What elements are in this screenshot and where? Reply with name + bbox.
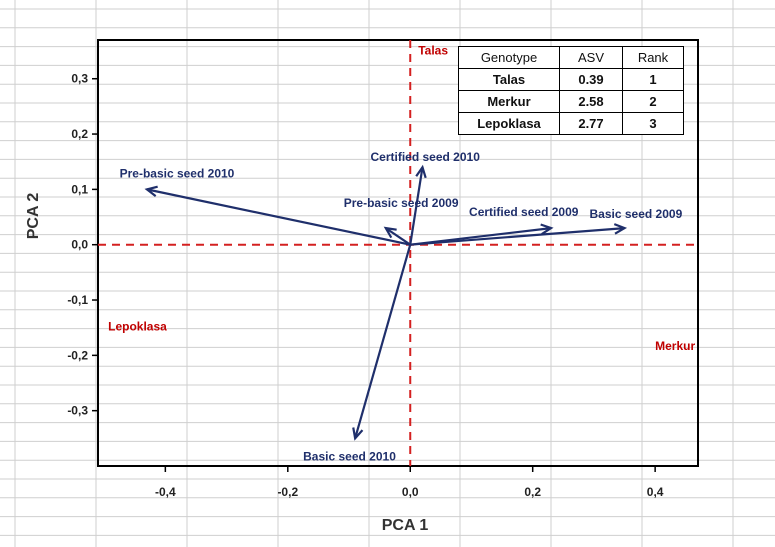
table-row: Talas 0.39 1 — [458, 68, 684, 91]
genotype-label: Talas — [418, 44, 448, 58]
x-tick-label: 0,4 — [647, 485, 664, 499]
vector-arrowhead — [352, 427, 364, 441]
vector-label: Basic seed 2009 — [590, 207, 683, 221]
vector-arrowhead — [144, 185, 158, 197]
x-tick-label: 0,0 — [402, 485, 419, 499]
plot-frame — [97, 39, 699, 467]
y-tick-label: -0,2 — [67, 348, 88, 362]
genotype-label: Lepoklasa — [108, 319, 167, 333]
vector-line — [385, 227, 411, 246]
header-genotype: Genotype — [458, 46, 560, 69]
cell-asv: 0.39 — [559, 68, 623, 91]
header-asv: ASV — [559, 46, 623, 69]
cell-asv: 2.58 — [559, 90, 623, 113]
vector-label: Pre-basic seed 2010 — [120, 166, 235, 180]
y-tick-label: -0,1 — [67, 293, 88, 307]
vector-label: Basic seed 2010 — [303, 449, 396, 463]
x-tick-label: -0,4 — [155, 485, 176, 499]
cell-asv: 2.77 — [559, 112, 623, 135]
vector-label: Pre-basic seed 2009 — [344, 196, 459, 210]
vector-line — [354, 244, 412, 439]
genotype-label: Merkur — [655, 339, 695, 353]
vector-line — [409, 167, 424, 245]
vector-label: Certified seed 2010 — [370, 150, 480, 164]
reference-lines — [98, 40, 698, 466]
y-axis-title: PCA 2 — [25, 193, 42, 240]
table-row: Merkur 2.58 2 — [458, 90, 684, 113]
y-tick-label: 0,1 — [71, 182, 88, 196]
x-tick-label: 0,2 — [524, 485, 541, 499]
cell-rank: 2 — [622, 90, 684, 113]
cell-rank: 1 — [622, 68, 684, 91]
x-axis-title: PCA 1 — [382, 517, 429, 534]
vector-arrowhead — [540, 223, 554, 235]
vector-arrowhead — [415, 164, 427, 179]
cell-rank: 3 — [622, 112, 684, 135]
header-rank: Rank — [622, 46, 684, 69]
vector-line — [410, 227, 625, 246]
vector-arrows: Pre-basic seed 2010 Pre-basic seed 2009 Ce… — [120, 150, 683, 463]
y-tick-label: 0,0 — [71, 238, 88, 252]
y-tick-label: 0,2 — [71, 127, 88, 141]
cell-genotype: Talas — [458, 68, 560, 91]
vector-label: Certified seed 2009 — [469, 205, 579, 219]
vector-line — [146, 188, 411, 246]
vector-arrowhead — [383, 226, 397, 239]
axis-ticks: -0,4 -0,2 0,0 0,2 0,4 0,3 0,2 0,1 0,0 -0,1 -0,2 -0,… — [67, 72, 663, 499]
x-tick-label: -0,2 — [277, 485, 298, 499]
y-tick-label: 0,3 — [71, 72, 88, 86]
asv-rank-table: Genotype ASV Rank Talas 0.39 1 Merkur 2.… — [458, 46, 684, 135]
table-header-row: Genotype ASV Rank — [458, 46, 684, 69]
cell-genotype: Merkur — [458, 90, 560, 113]
y-tick-label: -0,3 — [67, 404, 88, 418]
cell-genotype: Lepoklasa — [458, 112, 560, 135]
table-row: Lepoklasa 2.77 3 — [458, 112, 684, 135]
vector-arrowhead — [613, 223, 628, 235]
